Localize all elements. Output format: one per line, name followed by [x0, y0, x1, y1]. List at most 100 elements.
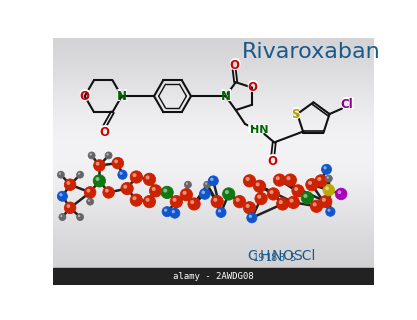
Circle shape	[292, 185, 304, 197]
Bar	[53, 282, 374, 283]
Bar	[53, 63, 374, 64]
Bar	[53, 273, 374, 274]
Circle shape	[59, 172, 61, 175]
Bar	[53, 125, 374, 126]
Bar	[53, 200, 374, 201]
Circle shape	[306, 179, 318, 191]
Bar	[53, 223, 374, 224]
Bar	[53, 121, 374, 122]
Bar	[53, 105, 374, 106]
Text: HN: HN	[250, 125, 268, 135]
Circle shape	[276, 198, 289, 210]
Bar	[53, 141, 374, 142]
Bar	[53, 72, 374, 73]
Bar	[53, 124, 374, 125]
Bar	[53, 277, 374, 278]
Bar	[53, 99, 374, 100]
Bar	[53, 222, 374, 223]
Bar	[53, 217, 374, 218]
Circle shape	[133, 173, 136, 177]
Circle shape	[254, 180, 266, 192]
Bar	[53, 135, 374, 136]
Bar	[53, 49, 374, 50]
Circle shape	[199, 188, 210, 199]
Bar	[53, 123, 374, 124]
Circle shape	[289, 198, 294, 203]
Bar	[53, 224, 374, 225]
Bar	[53, 276, 374, 277]
Circle shape	[78, 215, 80, 217]
Bar	[53, 258, 374, 259]
Bar	[53, 147, 374, 148]
Bar	[53, 114, 374, 115]
Circle shape	[87, 198, 93, 205]
Bar	[53, 181, 374, 182]
Circle shape	[247, 213, 257, 223]
Bar	[53, 113, 374, 114]
Circle shape	[77, 213, 83, 220]
Bar	[53, 185, 374, 186]
Circle shape	[161, 186, 173, 198]
Circle shape	[216, 207, 226, 217]
Bar	[53, 101, 374, 102]
Bar	[53, 92, 374, 93]
Bar	[53, 243, 374, 244]
Text: O: O	[228, 58, 241, 73]
Bar	[53, 112, 374, 113]
Bar	[53, 138, 374, 139]
Circle shape	[234, 196, 246, 208]
Bar	[53, 133, 374, 134]
Bar	[53, 56, 374, 57]
Bar	[53, 83, 374, 84]
Bar	[53, 192, 374, 193]
Bar	[53, 221, 374, 222]
Bar	[53, 64, 374, 65]
Bar	[53, 106, 374, 107]
Bar	[53, 283, 374, 284]
Bar	[53, 80, 374, 81]
Bar	[53, 199, 374, 200]
Bar	[53, 82, 374, 83]
Circle shape	[84, 187, 96, 198]
Circle shape	[323, 166, 327, 170]
Circle shape	[143, 196, 156, 208]
Bar	[53, 169, 374, 170]
Circle shape	[223, 188, 235, 200]
Text: HN: HN	[247, 123, 271, 137]
Text: O: O	[229, 59, 239, 72]
Bar	[53, 264, 374, 265]
Circle shape	[294, 187, 298, 191]
Circle shape	[327, 176, 329, 179]
Bar	[53, 96, 374, 97]
Bar	[53, 242, 374, 243]
Bar	[53, 116, 374, 117]
Bar	[53, 153, 374, 154]
Circle shape	[214, 198, 217, 202]
Bar	[53, 280, 374, 281]
Bar	[53, 120, 374, 121]
Bar	[53, 93, 374, 94]
Text: 19: 19	[254, 253, 266, 263]
Bar	[53, 86, 374, 87]
Bar	[53, 100, 374, 101]
Bar	[53, 145, 374, 146]
Bar	[53, 40, 374, 41]
Circle shape	[301, 192, 314, 204]
Bar	[53, 165, 374, 166]
Bar	[53, 186, 374, 187]
Bar	[53, 154, 374, 155]
Circle shape	[325, 187, 329, 190]
Circle shape	[77, 171, 83, 178]
Text: O: O	[98, 125, 111, 140]
Bar	[53, 170, 374, 171]
Bar	[53, 190, 374, 191]
Bar	[53, 174, 374, 175]
Bar	[53, 249, 374, 250]
Circle shape	[236, 198, 240, 202]
Circle shape	[244, 202, 256, 214]
Bar	[53, 187, 374, 188]
Bar	[53, 152, 374, 153]
Circle shape	[276, 176, 280, 180]
Bar	[53, 228, 374, 229]
Bar	[53, 173, 374, 174]
